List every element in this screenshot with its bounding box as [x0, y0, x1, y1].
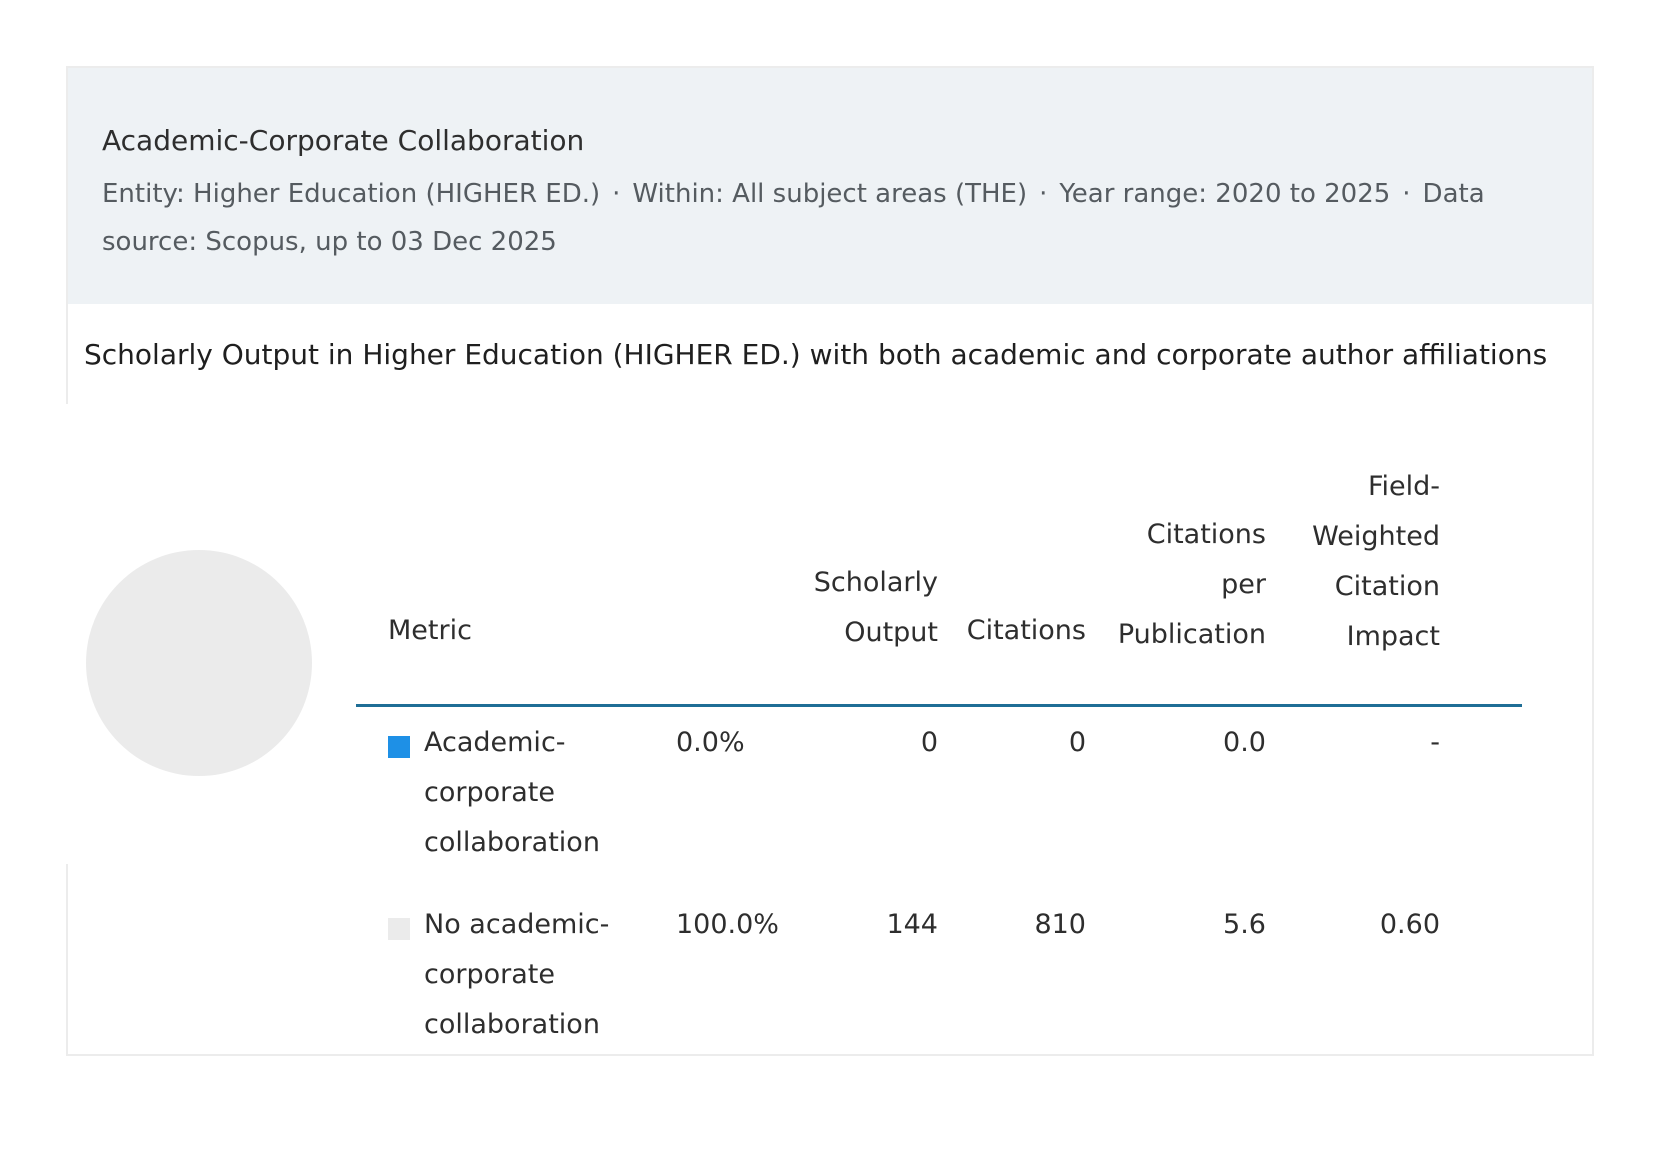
legend-swatch-no-collaboration — [388, 918, 410, 940]
meta-separator: · — [612, 179, 621, 209]
header-scholarly-output: Scholarly Output — [813, 567, 938, 648]
meta-entity: Entity: Higher Education (HIGHER ED.) — [102, 179, 601, 209]
row-citations-no-collaboration: 810 — [1034, 909, 1086, 940]
row-fwci-collaboration: - — [1430, 727, 1440, 758]
collaboration-card: Academic-Corporate Collaboration Entity:… — [66, 66, 1594, 1056]
row-percent-no-collaboration: 100.0% — [676, 909, 779, 940]
row-fwci-no-collaboration: 0.60 — [1379, 909, 1440, 940]
meta-separator: · — [1039, 179, 1048, 209]
row-cpp-no-collaboration: 5.6 — [1223, 909, 1266, 940]
meta-within: Within: All subject areas (THE) — [632, 179, 1028, 209]
row-label-collaboration: Academic-corporate collaboration — [424, 727, 600, 858]
row-scholarly-output-no-collaboration: 144 — [886, 909, 938, 940]
chart-subtitle: Scholarly Output in Higher Education (HI… — [84, 338, 1548, 371]
card-meta: Entity: Higher Education (HIGHER ED.) · Wi… — [102, 170, 1522, 266]
header-citations-per-publication: Citations per Publication — [1117, 519, 1266, 650]
header-divider — [356, 704, 1522, 707]
header-citations: Citations — [966, 615, 1086, 646]
card-border-gap — [66, 404, 68, 864]
row-scholarly-output-collaboration: 0 — [920, 727, 938, 758]
pie-chart — [86, 550, 312, 776]
row-percent-collaboration: 0.0% — [676, 727, 745, 758]
row-cpp-collaboration: 0.0 — [1223, 727, 1266, 758]
legend-swatch-collaboration — [388, 736, 410, 758]
card-title: Academic-Corporate Collaboration — [102, 124, 585, 157]
meta-year-range: Year range: 2020 to 2025 — [1059, 179, 1391, 209]
meta-separator: · — [1402, 179, 1411, 209]
pie-slice-no-collaboration — [86, 550, 312, 776]
meta-data-source: Data source: Scopus, up to 03 Dec 2025 — [102, 179, 1485, 257]
card-header: Academic-Corporate Collaboration Entity:… — [68, 68, 1592, 304]
header-fwci: Field-Weighted Citation Impact — [1312, 471, 1440, 652]
row-label-no-collaboration: No academic-corporate collaboration — [424, 909, 610, 1040]
header-metric: Metric — [388, 615, 472, 646]
row-citations-collaboration: 0 — [1068, 727, 1086, 758]
